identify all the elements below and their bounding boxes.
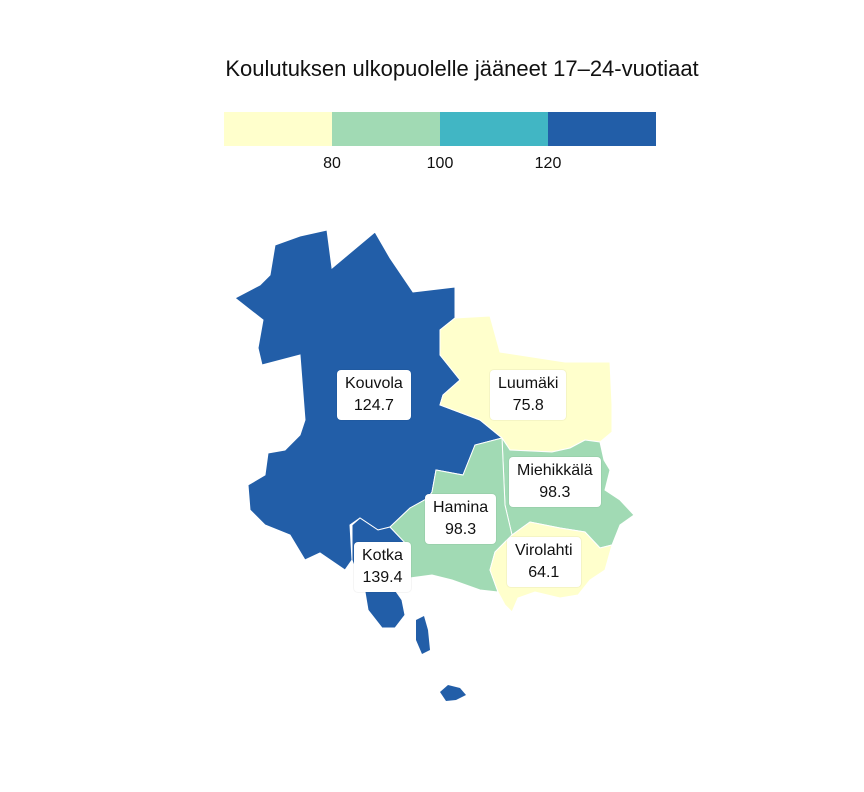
region-name: Kouvola xyxy=(345,375,403,392)
region-label-kouvola: Kouvola 124.7 xyxy=(337,370,411,420)
region-label-virolahti: Virolahti 64.1 xyxy=(507,537,581,587)
region-label-luumaki: Luumäki 75.8 xyxy=(490,370,567,420)
region-name: Virolahti xyxy=(515,542,573,559)
region-name: Hamina xyxy=(433,499,489,516)
legend-tick: 100 xyxy=(426,155,454,172)
region-value: 98.3 xyxy=(445,521,477,538)
region-value: 139.4 xyxy=(362,569,403,586)
region-value: 98.3 xyxy=(539,484,571,501)
legend-swatch-2 xyxy=(332,112,440,146)
legend-ticks: 80 100 120 xyxy=(0,155,864,175)
legend-tick: 80 xyxy=(323,155,341,172)
legend-swatch-1 xyxy=(224,112,332,146)
island xyxy=(416,616,430,654)
island xyxy=(440,685,466,701)
region-name: Kotka xyxy=(362,547,403,564)
legend-swatch-4 xyxy=(548,112,656,146)
map-title: Koulutuksen ulkopuolelle jääneet 17–24-v… xyxy=(225,56,699,81)
region-name: Luumäki xyxy=(498,375,559,392)
region-name: Miehikkälä xyxy=(517,462,593,479)
region-label-miehikkala: Miehikkälä 98.3 xyxy=(509,457,601,507)
region-label-hamina: Hamina 98.3 xyxy=(425,494,497,544)
region-value: 64.1 xyxy=(528,564,560,581)
color-legend xyxy=(224,112,656,146)
region-value: 124.7 xyxy=(353,397,394,414)
legend-tick: 120 xyxy=(534,155,562,172)
legend-swatch-3 xyxy=(440,112,548,146)
region-value: 75.8 xyxy=(512,397,544,414)
region-label-kotka: Kotka 139.4 xyxy=(354,542,411,592)
